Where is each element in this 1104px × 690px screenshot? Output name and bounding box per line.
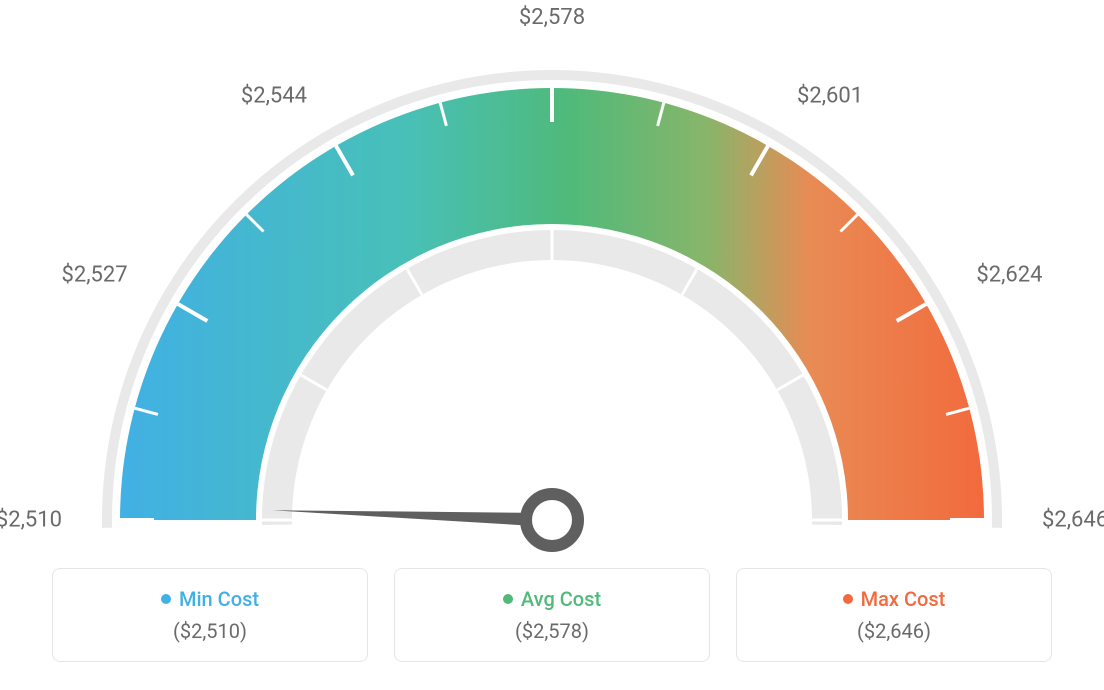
- avg-cost-label: Avg Cost: [521, 587, 601, 611]
- gauge-tick-label: $2,578: [519, 5, 585, 30]
- max-cost-card: Max Cost ($2,646): [736, 568, 1052, 662]
- gauge-tick-label: $2,544: [241, 83, 307, 108]
- max-cost-label: Max Cost: [861, 587, 946, 611]
- min-cost-title: Min Cost: [161, 587, 259, 611]
- gauge-tick-label: $2,646: [1042, 508, 1104, 533]
- gauge-tick-label: $2,624: [976, 263, 1042, 288]
- gauge-svg: [52, 20, 1052, 580]
- gauge-tick-label: $2,510: [0, 508, 62, 533]
- min-cost-card: Min Cost ($2,510): [52, 568, 368, 662]
- min-cost-value: ($2,510): [173, 619, 247, 643]
- avg-cost-dot: [503, 594, 513, 604]
- min-cost-dot: [161, 594, 171, 604]
- gauge-tick-label: $2,601: [797, 83, 863, 108]
- gauge-tick-label: $2,527: [61, 263, 127, 288]
- max-cost-dot: [843, 594, 853, 604]
- summary-cards: Min Cost ($2,510) Avg Cost ($2,578) Max …: [52, 568, 1052, 662]
- max-cost-value: ($2,646): [857, 619, 931, 643]
- avg-cost-value: ($2,578): [515, 619, 589, 643]
- gauge-chart: $2,510$2,527$2,544$2,578$2,601$2,624$2,6…: [52, 20, 1052, 580]
- avg-cost-title: Avg Cost: [503, 587, 601, 611]
- max-cost-title: Max Cost: [843, 587, 946, 611]
- min-cost-label: Min Cost: [179, 587, 259, 611]
- avg-cost-card: Avg Cost ($2,578): [394, 568, 710, 662]
